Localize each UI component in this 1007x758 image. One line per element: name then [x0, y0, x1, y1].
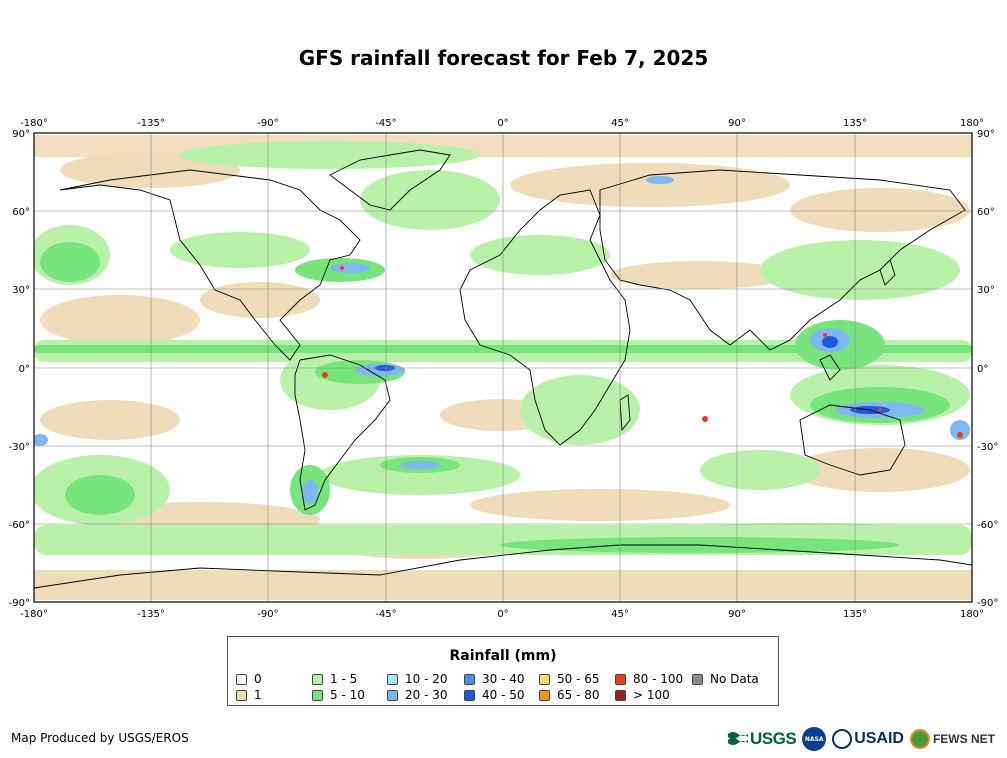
- legend-title: Rainfall (mm): [449, 648, 557, 664]
- lon-tick-bottom: -45°: [375, 609, 396, 620]
- legend-label: No Data: [710, 672, 759, 686]
- usaid-seal-icon: [832, 729, 853, 749]
- legend-item: 1: [236, 688, 262, 702]
- legend-swatch: [387, 673, 398, 685]
- legend-label: 1 - 5: [330, 672, 358, 686]
- legend-item: 40 - 50: [464, 688, 525, 702]
- lon-tick-bottom: 45°: [611, 609, 629, 620]
- legend-label: 20 - 30: [405, 688, 448, 702]
- legend-label: 80 - 100: [633, 672, 684, 686]
- legend-item: 80 - 100: [615, 672, 683, 686]
- map-title: GFS rainfall forecast for Feb 7, 2025: [298, 46, 709, 70]
- legend-label: 10 - 20: [405, 672, 448, 686]
- legend-swatch: [464, 689, 475, 701]
- partner-logos: USGS NASA USAID FEWS NET: [728, 725, 995, 753]
- legend-item: > 100: [615, 688, 670, 702]
- legend-item: 30 - 40: [464, 672, 525, 686]
- lat-tick-left: 60°: [12, 207, 30, 218]
- lon-tick-bottom: 0°: [497, 609, 508, 620]
- legend-swatch: [615, 673, 626, 685]
- lon-tick-top: -90°: [257, 118, 278, 129]
- lon-tick-top: 90°: [728, 118, 746, 129]
- legend-item: 50 - 65: [539, 672, 600, 686]
- lon-tick-bottom: -90°: [257, 609, 278, 620]
- lat-tick-left: -60°: [9, 520, 30, 531]
- legend-label: 65 - 80: [557, 688, 600, 702]
- fews-net-logo: FEWS NET: [909, 729, 995, 749]
- usgs-logo: USGS: [728, 729, 797, 749]
- usaid-logo: USAID: [832, 729, 904, 749]
- legend-label: > 100: [633, 688, 670, 702]
- legend-item: 10 - 20: [387, 672, 448, 686]
- graticule: [34, 133, 972, 602]
- usgs-wave-icon: [728, 732, 748, 745]
- legend-swatch: [236, 673, 247, 685]
- rainfall-legend: Rainfall (mm) 0 1 1 - 5 5 - 10 10 - 20 2…: [227, 636, 779, 706]
- map-credit: Map Produced by USGS/EROS: [11, 731, 189, 745]
- lon-tick-bottom: 135°: [843, 609, 867, 620]
- lat-tick-right: 90°: [977, 129, 995, 140]
- legend-item: 65 - 80: [539, 688, 600, 702]
- world-rainfall-map: -180° -135° -90° -45° 0° 45° 90° 135° 18…: [9, 118, 999, 620]
- coastlines: [34, 149, 972, 589]
- legend-item: 1 - 5: [312, 672, 357, 686]
- usgs-wordmark: USGS: [750, 729, 797, 748]
- lat-tick-right: -90°: [977, 598, 998, 609]
- lat-tick-left: 90°: [12, 129, 30, 140]
- lon-tick-top: -180°: [20, 118, 48, 129]
- legend-swatch: [615, 689, 626, 701]
- legend-label: 0: [254, 672, 262, 686]
- lat-tick-left: 0°: [19, 364, 30, 375]
- lat-tick-left: 30°: [12, 285, 30, 296]
- legend-label: 50 - 65: [557, 672, 600, 686]
- lon-tick-bottom: 180°: [960, 609, 984, 620]
- legend-label: 40 - 50: [482, 688, 525, 702]
- legend-swatch: [312, 673, 323, 685]
- lat-tick-left: -90°: [9, 598, 30, 609]
- legend-item: No Data: [692, 672, 759, 686]
- lon-tick-bottom: -135°: [137, 609, 165, 620]
- lat-tick-right: -60°: [977, 520, 998, 531]
- legend-label: 5 - 10: [330, 688, 365, 702]
- lat-tick-right: 60°: [977, 207, 995, 218]
- legend-swatch: [692, 673, 703, 685]
- legend-item: 5 - 10: [312, 688, 365, 702]
- lon-tick-bottom: 90°: [728, 609, 746, 620]
- legend-label: 1: [254, 688, 262, 702]
- lon-tick-top: 135°: [843, 118, 867, 129]
- legend-label: 30 - 40: [482, 672, 525, 686]
- usaid-wordmark: USAID: [854, 730, 904, 747]
- lon-tick-top: -135°: [137, 118, 165, 129]
- lon-tick-bottom: -180°: [20, 609, 48, 620]
- fews-net-wordmark: FEWS NET: [932, 732, 995, 746]
- map-frame: [33, 132, 973, 603]
- nasa-logo: NASA: [802, 727, 827, 751]
- legend-swatch: [539, 673, 550, 685]
- lat-tick-right: 0°: [977, 364, 988, 375]
- legend-swatch: [387, 689, 398, 701]
- legend-swatch: [236, 689, 247, 701]
- lat-tick-right: -30°: [977, 442, 998, 453]
- lat-tick-right: 30°: [977, 285, 995, 296]
- lon-tick-top: -45°: [375, 118, 396, 129]
- fews-globe-icon: [909, 729, 930, 749]
- legend-swatch: [464, 673, 475, 685]
- lon-tick-top: 180°: [960, 118, 984, 129]
- lat-tick-left: -30°: [9, 442, 30, 453]
- legend-swatch: [539, 689, 550, 701]
- lon-tick-top: 0°: [497, 118, 508, 129]
- legend-item: 0: [236, 672, 262, 686]
- legend-swatch: [312, 689, 323, 701]
- lon-tick-top: 45°: [611, 118, 629, 129]
- legend-item: 20 - 30: [387, 688, 448, 702]
